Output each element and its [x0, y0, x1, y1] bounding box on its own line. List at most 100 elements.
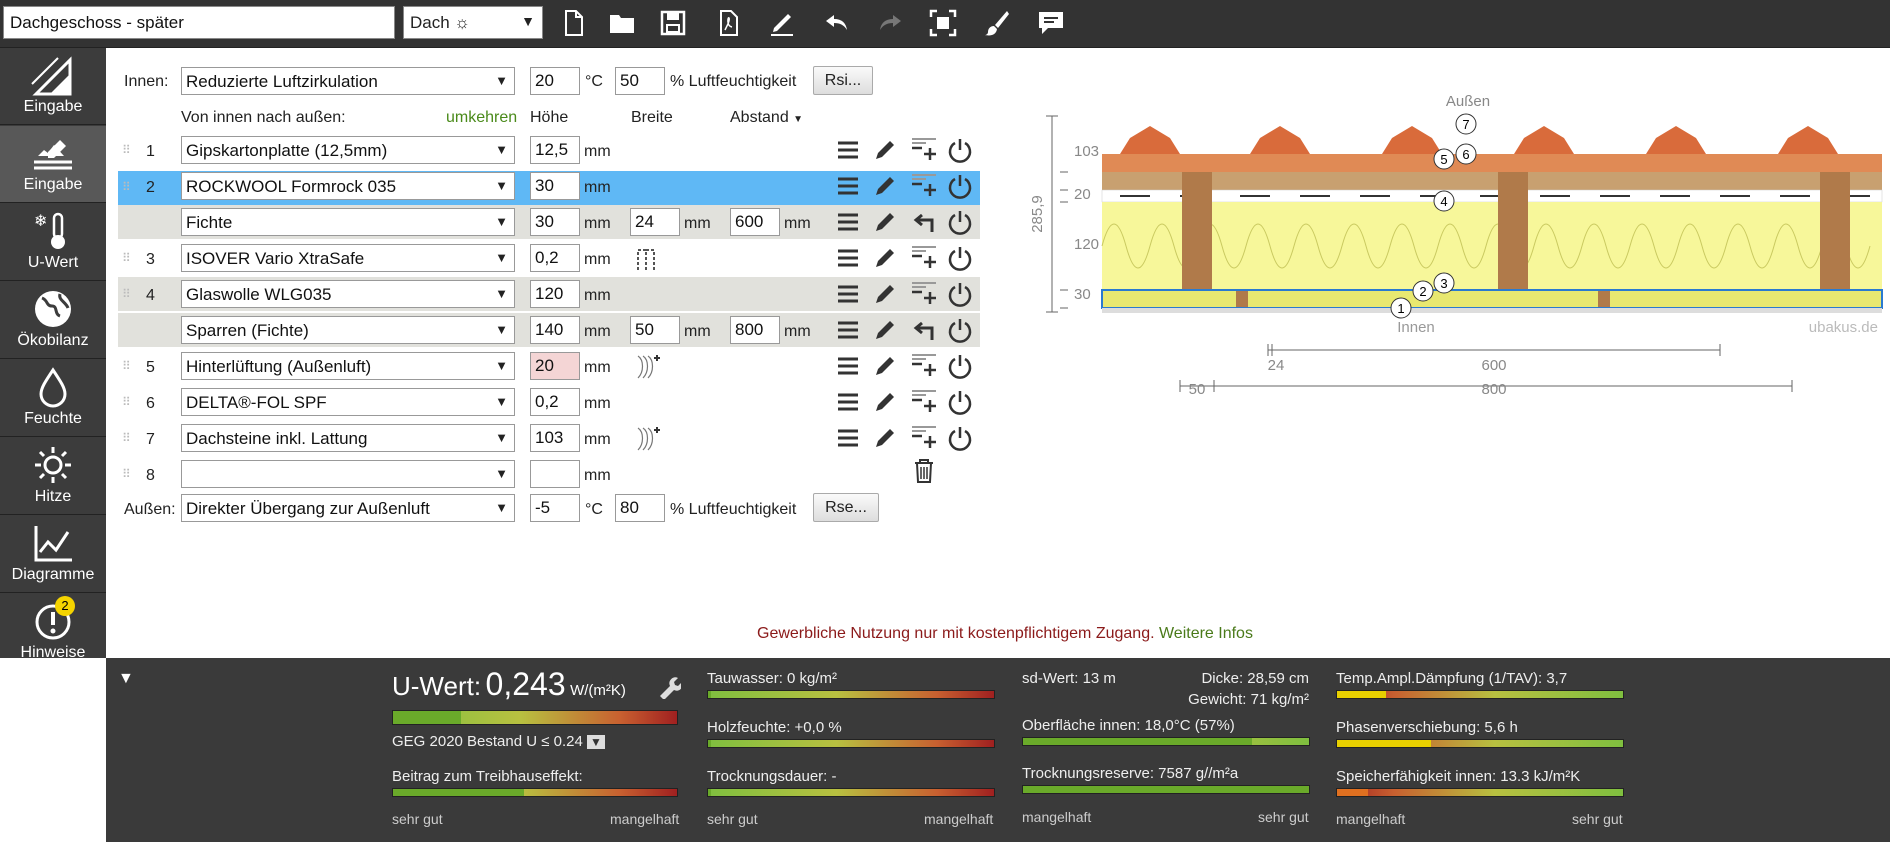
menu-icon[interactable]: [834, 424, 862, 452]
sidebar-item-hinweise[interactable]: 2 Hinweise: [0, 594, 106, 671]
menu-icon[interactable]: [834, 352, 862, 380]
layer-material-select[interactable]: Glaswolle WLG035 ▼: [181, 280, 515, 308]
add-layer-icon[interactable]: [910, 352, 938, 380]
collapse-triangle-icon[interactable]: ▼: [118, 670, 134, 687]
layer-height-input[interactable]: [530, 352, 580, 380]
layer-material-select[interactable]: Fichte ▼: [181, 208, 515, 236]
power-icon[interactable]: [946, 316, 974, 344]
menu-icon[interactable]: [834, 244, 862, 272]
pencil-icon[interactable]: [871, 424, 899, 452]
layer-distance-input[interactable]: [730, 208, 780, 236]
reverse-link[interactable]: umkehren: [446, 109, 518, 126]
rsi-button[interactable]: Rsi...: [813, 66, 873, 95]
layer-height-input[interactable]: [530, 280, 580, 308]
power-icon[interactable]: [946, 424, 974, 452]
add-layer-icon[interactable]: [910, 280, 938, 308]
new-file-icon[interactable]: [558, 8, 588, 38]
more-info-link[interactable]: Weitere Infos: [1158, 625, 1253, 642]
menu-icon[interactable]: [834, 280, 862, 308]
add-layer-icon[interactable]: [910, 424, 938, 452]
drag-handle-icon[interactable]: ⠿: [122, 395, 131, 409]
brush-icon[interactable]: [982, 8, 1012, 38]
power-icon[interactable]: [946, 136, 974, 164]
layer-height-input[interactable]: [530, 136, 580, 164]
project-name-input[interactable]: [3, 6, 395, 39]
sidebar-item-eingabe[interactable]: Eingabe: [0, 126, 106, 203]
trash-icon[interactable]: [910, 456, 938, 484]
distance-header[interactable]: Abstand ▼: [730, 109, 803, 127]
wrench-icon[interactable]: [657, 675, 683, 704]
power-icon[interactable]: [946, 388, 974, 416]
power-icon[interactable]: [946, 244, 974, 272]
layer-material-select[interactable]: Sparren (Fichte) ▼: [181, 316, 515, 344]
sidebar-item-diagramme[interactable]: Diagramme: [0, 516, 106, 593]
save-icon[interactable]: [658, 8, 688, 38]
layer-material-select[interactable]: Gipskartonplatte (12,5mm) ▼: [181, 136, 515, 164]
sidebar-item-hitze[interactable]: Hitze: [0, 438, 106, 515]
layer-height-input[interactable]: [530, 244, 580, 272]
menu-icon[interactable]: [834, 172, 862, 200]
layer-material-select[interactable]: ISOVER Vario XtraSafe ▼: [181, 244, 515, 272]
pdf-icon[interactable]: [713, 8, 743, 38]
rse-button[interactable]: Rse...: [813, 493, 879, 522]
pencil-icon[interactable]: [871, 280, 899, 308]
power-icon[interactable]: [946, 208, 974, 236]
undo-icon[interactable]: [822, 8, 852, 38]
outer-condition-select[interactable]: Direkter Übergang zur Außenluft ▼: [181, 494, 515, 522]
inner-temp-input[interactable]: [530, 67, 580, 95]
add-layer-icon[interactable]: [910, 244, 938, 272]
ventilation-layer-icon[interactable]: [634, 424, 662, 452]
return-arrow-icon[interactable]: [910, 316, 938, 344]
power-icon[interactable]: [946, 352, 974, 380]
layer-material-select[interactable]: ▼: [181, 460, 515, 488]
comment-icon[interactable]: [1036, 8, 1066, 38]
drag-handle-icon[interactable]: ⠿: [122, 180, 131, 194]
menu-icon[interactable]: [834, 388, 862, 416]
view-select[interactable]: Dach ☼ ▼: [403, 6, 543, 39]
layer-material-select[interactable]: Hinterlüftung (Außenluft) ▼: [181, 352, 515, 380]
drag-handle-icon[interactable]: ⠿: [122, 143, 131, 157]
pencil-icon[interactable]: [871, 352, 899, 380]
pencil-icon[interactable]: [871, 208, 899, 236]
menu-icon[interactable]: [834, 136, 862, 164]
return-arrow-icon[interactable]: [910, 208, 938, 236]
inner-humidity-input[interactable]: [615, 67, 665, 95]
add-layer-icon[interactable]: [910, 136, 938, 164]
sidebar-item-oekobilanz[interactable]: Ökobilanz: [0, 282, 106, 359]
seal-tape-icon[interactable]: [634, 244, 662, 272]
outer-temp-input[interactable]: [530, 494, 580, 522]
edit-notes-icon[interactable]: [767, 8, 797, 38]
drag-handle-icon[interactable]: ⠿: [122, 467, 131, 481]
fullscreen-icon[interactable]: [928, 8, 958, 38]
layer-height-input[interactable]: [530, 208, 580, 236]
layer-height-input[interactable]: [530, 388, 580, 416]
layer-distance-input[interactable]: [730, 316, 780, 344]
sidebar-item-eingabe-drawing[interactable]: Eingabe: [0, 48, 106, 125]
layer-height-input[interactable]: [530, 172, 580, 200]
pencil-icon[interactable]: [871, 172, 899, 200]
layer-material-select[interactable]: DELTA®-FOL SPF ▼: [181, 388, 515, 416]
layer-height-input[interactable]: [530, 460, 580, 488]
power-icon[interactable]: [946, 172, 974, 200]
drag-handle-icon[interactable]: ⠿: [122, 287, 131, 301]
menu-icon[interactable]: [834, 208, 862, 236]
pencil-icon[interactable]: [871, 316, 899, 344]
pencil-icon[interactable]: [871, 136, 899, 164]
layer-width-input[interactable]: [630, 316, 680, 344]
add-layer-icon[interactable]: [910, 172, 938, 200]
open-folder-icon[interactable]: [607, 8, 637, 38]
pencil-icon[interactable]: [871, 388, 899, 416]
redo-icon[interactable]: [875, 8, 905, 38]
drag-handle-icon[interactable]: ⠿: [122, 359, 131, 373]
layer-material-select[interactable]: ROCKWOOL Formrock 035 ▼: [181, 172, 515, 200]
sidebar-item-feuchte[interactable]: Feuchte: [0, 360, 106, 437]
ventilation-layer-icon[interactable]: [634, 352, 662, 380]
add-layer-icon[interactable]: [910, 388, 938, 416]
layer-height-input[interactable]: [530, 316, 580, 344]
outer-humidity-input[interactable]: [615, 494, 665, 522]
layer-material-select[interactable]: Dachsteine inkl. Lattung ▼: [181, 424, 515, 452]
pencil-icon[interactable]: [871, 244, 899, 272]
drag-handle-icon[interactable]: ⠿: [122, 431, 131, 445]
drag-handle-icon[interactable]: ⠿: [122, 251, 131, 265]
power-icon[interactable]: [946, 280, 974, 308]
